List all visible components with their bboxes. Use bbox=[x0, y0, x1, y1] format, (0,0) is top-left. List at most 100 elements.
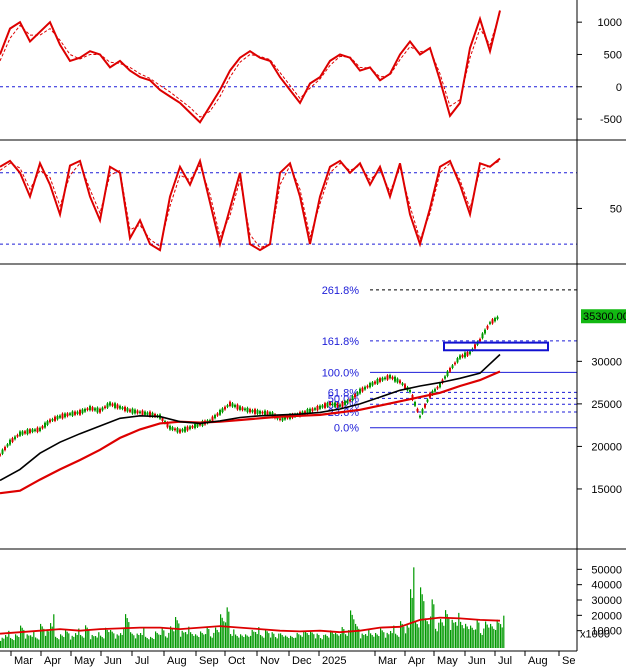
volume-bar bbox=[321, 639, 323, 648]
volume-bar bbox=[145, 636, 147, 648]
candle-body bbox=[234, 404, 236, 408]
price-panel: 261.8%161.8%100.0%61.8%50.0%38.2%23.6%0.… bbox=[0, 285, 626, 496]
candle-body bbox=[91, 407, 94, 411]
volume-bar bbox=[371, 635, 373, 648]
volume-bar bbox=[453, 622, 455, 648]
candle-body bbox=[321, 405, 324, 408]
candle-body bbox=[256, 410, 259, 414]
volume-bar bbox=[60, 634, 62, 648]
volume-bar bbox=[236, 636, 238, 648]
volume-bar bbox=[320, 638, 322, 648]
candle-body bbox=[481, 333, 484, 339]
volume-bar bbox=[331, 632, 333, 648]
candle-body bbox=[349, 399, 351, 402]
volume-bar bbox=[340, 634, 342, 648]
volume-bar bbox=[186, 634, 188, 648]
volume-bar bbox=[170, 626, 172, 648]
volume-bar bbox=[475, 629, 477, 648]
candle-body bbox=[194, 423, 196, 429]
volume-bar bbox=[156, 632, 158, 648]
x-axis-tick-label: Nov bbox=[260, 655, 280, 667]
volume-bar bbox=[161, 628, 163, 648]
fibonacci-level-label: 38.2% bbox=[328, 399, 359, 411]
volume-bar bbox=[5, 635, 7, 648]
volume-bar bbox=[153, 639, 155, 648]
volume-bar bbox=[95, 636, 97, 648]
volume-bar bbox=[185, 632, 187, 648]
candle-body bbox=[64, 413, 66, 418]
candle-body bbox=[386, 375, 389, 380]
candle-body bbox=[396, 378, 399, 383]
volume-bar bbox=[310, 630, 312, 648]
candle-body bbox=[401, 383, 404, 385]
volume-bar bbox=[15, 634, 17, 648]
candle-body bbox=[96, 407, 99, 413]
volume-bar bbox=[373, 636, 375, 648]
volume-bar bbox=[31, 636, 33, 648]
candle-body bbox=[484, 329, 486, 334]
volume-bar bbox=[316, 633, 318, 648]
candle-body bbox=[344, 401, 346, 405]
volume-bar bbox=[53, 614, 55, 648]
volume-bar bbox=[300, 635, 302, 648]
volume-bar bbox=[471, 627, 473, 648]
candle-body bbox=[249, 409, 251, 413]
candle-body bbox=[174, 428, 176, 431]
volume-bar bbox=[151, 637, 153, 648]
candle-body bbox=[266, 411, 269, 415]
volume-bar bbox=[6, 636, 8, 648]
volume-bar bbox=[396, 635, 398, 648]
volume-bar bbox=[425, 618, 427, 648]
volume-bar bbox=[106, 629, 108, 648]
volume-bar bbox=[410, 589, 412, 648]
volume-bar bbox=[273, 633, 275, 648]
volume-bar bbox=[55, 636, 57, 648]
volume-bar bbox=[98, 632, 100, 648]
volume-bar bbox=[230, 634, 232, 648]
candle-body bbox=[366, 385, 369, 388]
candle-body bbox=[219, 409, 221, 415]
volume-bar bbox=[408, 627, 410, 648]
volume-bar bbox=[18, 637, 20, 648]
volume-bar bbox=[223, 621, 225, 648]
volume-bar bbox=[243, 637, 245, 648]
volume-bar bbox=[195, 634, 197, 648]
volume-bar bbox=[216, 629, 218, 648]
candle-body bbox=[306, 409, 309, 414]
candle-body bbox=[389, 375, 391, 379]
volume-bar bbox=[45, 635, 47, 648]
volume-bar bbox=[313, 634, 315, 648]
oscillator-tick-label: -500 bbox=[600, 114, 622, 126]
volume-bar bbox=[480, 633, 482, 648]
volume-bar bbox=[486, 624, 488, 648]
volume-bar bbox=[481, 634, 483, 648]
candle-body bbox=[49, 419, 51, 423]
volume-bar bbox=[30, 635, 32, 648]
candle-body bbox=[391, 376, 394, 380]
volume-bar bbox=[218, 632, 220, 648]
volume-bar bbox=[318, 634, 320, 648]
candle-body bbox=[361, 387, 364, 392]
volume-bar bbox=[443, 625, 445, 648]
x-axis-tick-label: Mar bbox=[14, 655, 33, 667]
volume-bar bbox=[33, 631, 35, 648]
volume-bar bbox=[91, 634, 93, 648]
volume-bar bbox=[135, 638, 137, 648]
volume-bar bbox=[251, 629, 253, 648]
oscillator-tick-label: 0 bbox=[616, 82, 622, 94]
price-tick-label: 20000 bbox=[591, 441, 622, 453]
candle-body bbox=[89, 406, 91, 411]
volume-bar bbox=[133, 635, 135, 648]
candle-body bbox=[316, 406, 319, 411]
candle-body bbox=[459, 355, 461, 359]
candle-body bbox=[176, 428, 179, 433]
candle-body bbox=[129, 409, 131, 412]
volume-bar bbox=[403, 626, 405, 648]
candle-body bbox=[446, 371, 449, 377]
candle-body bbox=[191, 425, 194, 428]
candle-body bbox=[381, 377, 384, 381]
volume-bar bbox=[301, 636, 303, 648]
volume-bar bbox=[241, 635, 243, 648]
volume-bar bbox=[306, 633, 308, 648]
